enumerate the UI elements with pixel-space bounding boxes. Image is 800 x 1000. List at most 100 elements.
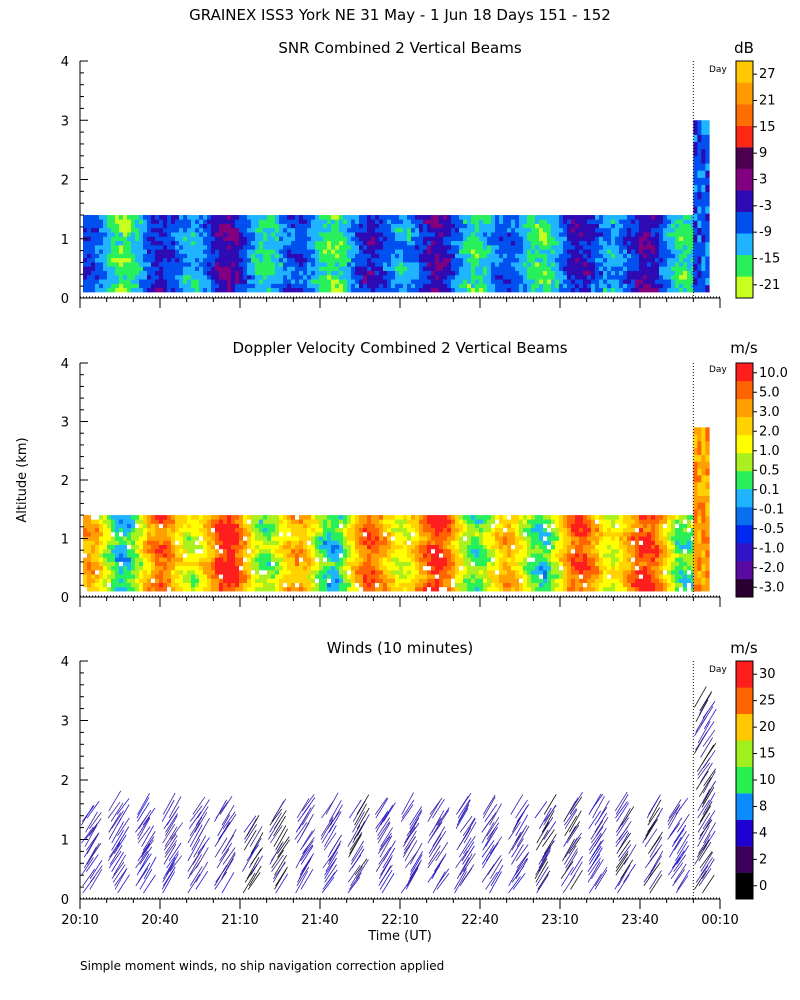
heatmap-cell: [215, 519, 220, 524]
heatmap-cell: [139, 523, 144, 529]
heatmap-cell: [647, 245, 652, 250]
heatmap-cell: [387, 270, 392, 276]
heatmap-cell: [395, 553, 400, 558]
heatmap-cell: [327, 257, 332, 263]
heatmap-cell: [455, 561, 460, 567]
heatmap-cell: [371, 515, 376, 520]
heatmap-cell: [515, 565, 520, 571]
heatmap-cell: [87, 570, 92, 575]
heatmap-cell: [343, 223, 348, 229]
heatmap-cell: [451, 236, 456, 242]
heatmap-cell: [411, 578, 416, 583]
heatmap-cell: [171, 270, 176, 276]
heatmap-cell: [627, 274, 632, 280]
heatmap-cell: [435, 257, 440, 263]
heatmap-cell: [555, 232, 560, 237]
heatmap-cell: [655, 274, 660, 280]
heatmap-cell: [627, 236, 632, 242]
heatmap-cell: [343, 279, 348, 284]
heatmap-cell: [339, 574, 344, 579]
heatmap-cell: [359, 283, 364, 289]
heatmap-cell: [491, 561, 496, 567]
heatmap-cell: [287, 578, 292, 583]
heatmap-cell: [239, 227, 244, 233]
heatmap-cell: [467, 245, 472, 250]
heatmap-cell: [111, 532, 116, 537]
heatmap-cell: [295, 557, 300, 562]
heatmap-cell: [199, 536, 204, 541]
heatmap-cell: [283, 527, 288, 533]
heatmap-cell: [135, 245, 140, 250]
heatmap-cell: [423, 249, 428, 254]
heatmap-cell: [175, 274, 180, 280]
heatmap-cell: [303, 578, 308, 583]
heatmap-cell: [367, 586, 372, 592]
heatmap-cell: [399, 266, 404, 271]
heatmap-cell: [171, 586, 176, 592]
heatmap-cell: [187, 561, 192, 567]
heatmap-cell: [359, 270, 364, 276]
heatmap-cell: [447, 540, 452, 545]
heatmap-cell: [487, 570, 492, 575]
heatmap-cell: [693, 270, 698, 279]
heatmap-cell: [363, 253, 368, 259]
heatmap-cell: [247, 540, 252, 545]
heatmap-cell: [643, 257, 648, 263]
heatmap-cell: [211, 548, 216, 554]
heatmap-cell: [697, 199, 702, 207]
heatmap-cell: [455, 287, 460, 293]
heatmap-cell: [255, 262, 260, 267]
heatmap-cell: [635, 232, 640, 237]
heatmap-cell: [239, 527, 244, 533]
heatmap-cell: [693, 163, 698, 171]
heatmap-cell: [115, 215, 120, 220]
heatmap-cell: [211, 245, 216, 250]
heatmap-cell: [311, 561, 316, 567]
heatmap-cell: [331, 532, 336, 537]
heatmap-cell: [351, 227, 356, 233]
heatmap-cell: [639, 249, 644, 254]
heatmap-cell: [503, 544, 508, 550]
heatmap-cell: [487, 586, 492, 592]
heatmap-cell: [223, 557, 228, 562]
heatmap-cell: [371, 223, 376, 229]
heatmap-cell: [163, 544, 168, 550]
heatmap-cell: [251, 287, 256, 293]
heatmap-cell: [435, 553, 440, 558]
heatmap-cell: [347, 548, 352, 554]
heatmap-cell: [87, 548, 92, 554]
heatmap-cell: [127, 232, 132, 237]
heatmap-cell: [219, 257, 224, 263]
heatmap-cell: [519, 279, 524, 284]
heatmap-cell: [147, 515, 152, 520]
heatmap-cell: [607, 274, 612, 280]
heatmap-cell: [407, 219, 412, 224]
heatmap-cell: [259, 519, 264, 524]
heatmap-cell: [623, 257, 628, 263]
colorbar-tick-label: 3: [759, 173, 767, 188]
heatmap-cell: [407, 270, 412, 276]
heatmap-cell: [531, 519, 536, 524]
heatmap-cell: [459, 548, 464, 554]
heatmap-cell: [427, 245, 432, 250]
heatmap-cell: [303, 223, 308, 229]
heatmap-cell: [519, 270, 524, 276]
heatmap-cell: [255, 232, 260, 237]
heatmap-cell: [391, 527, 396, 533]
heatmap-cell: [219, 586, 224, 592]
heatmap-cell: [379, 523, 384, 529]
heatmap-cell: [399, 253, 404, 259]
heatmap-cell: [291, 570, 296, 575]
heatmap-cell: [459, 245, 464, 250]
heatmap-cell: [415, 227, 420, 233]
heatmap-cell: [287, 249, 292, 254]
heatmap-cell: [107, 519, 112, 524]
heatmap-cell: [107, 544, 112, 550]
heatmap-cell: [411, 574, 416, 579]
heatmap-cell: [583, 227, 588, 233]
heatmap-cell: [315, 536, 320, 541]
heatmap-cell: [111, 578, 116, 583]
heatmap-cell: [359, 570, 364, 575]
heatmap-cell: [415, 527, 420, 533]
heatmap-cell: [701, 184, 706, 193]
